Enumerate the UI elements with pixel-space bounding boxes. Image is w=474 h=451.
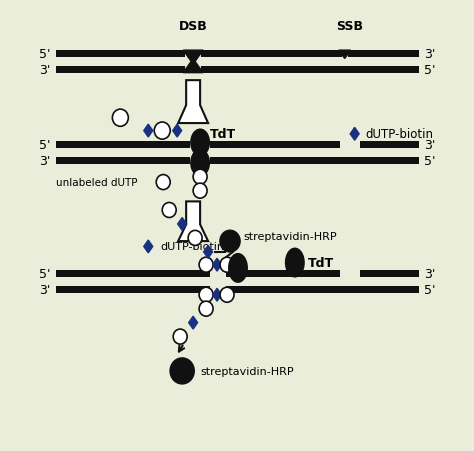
Bar: [55, 67, 185, 74]
Text: TdT: TdT: [308, 257, 334, 269]
Circle shape: [154, 123, 170, 140]
Circle shape: [199, 288, 213, 303]
Ellipse shape: [190, 149, 210, 177]
Text: DSB: DSB: [179, 20, 208, 33]
Circle shape: [170, 358, 194, 384]
Polygon shape: [178, 218, 187, 231]
Bar: [201, 67, 419, 74]
Circle shape: [173, 329, 187, 344]
Polygon shape: [183, 60, 203, 74]
Circle shape: [220, 288, 234, 303]
Bar: [210, 142, 340, 149]
Text: 5': 5': [424, 283, 436, 296]
Text: 3': 3': [424, 267, 436, 280]
Text: 3': 3': [424, 48, 436, 61]
Text: 3': 3': [39, 64, 51, 77]
Circle shape: [220, 258, 234, 272]
Polygon shape: [339, 51, 351, 60]
Text: 5': 5': [39, 139, 51, 152]
Polygon shape: [350, 128, 359, 141]
Polygon shape: [173, 125, 182, 138]
Polygon shape: [212, 289, 221, 302]
Circle shape: [188, 231, 202, 246]
Text: 5': 5': [424, 64, 436, 77]
Circle shape: [193, 170, 207, 185]
Text: 5': 5': [39, 267, 51, 280]
Circle shape: [112, 110, 128, 127]
Ellipse shape: [190, 129, 210, 157]
Bar: [55, 51, 185, 58]
Circle shape: [199, 258, 213, 272]
Circle shape: [156, 175, 170, 190]
Polygon shape: [183, 51, 203, 65]
Bar: [55, 157, 190, 165]
Ellipse shape: [285, 248, 305, 278]
Bar: [360, 270, 419, 277]
Text: 3': 3': [39, 283, 51, 296]
Text: TdT: TdT: [210, 128, 236, 141]
Text: dUTP-biotin: dUTP-biotin: [365, 128, 434, 141]
Text: streptavidin-HRP: streptavidin-HRP: [243, 231, 337, 241]
Text: 5': 5': [39, 48, 51, 61]
Circle shape: [220, 231, 240, 252]
Circle shape: [193, 184, 207, 199]
Text: 3': 3': [39, 155, 51, 168]
Polygon shape: [204, 246, 212, 259]
Ellipse shape: [228, 253, 248, 283]
Bar: [226, 286, 419, 294]
Text: dUTP-biotin: dUTP-biotin: [160, 242, 224, 252]
Bar: [55, 142, 190, 149]
Bar: [55, 286, 210, 294]
Circle shape: [162, 203, 176, 218]
Polygon shape: [178, 81, 208, 124]
Circle shape: [199, 302, 213, 317]
Text: 3': 3': [424, 139, 436, 152]
Polygon shape: [212, 259, 221, 272]
Polygon shape: [178, 202, 208, 242]
Bar: [210, 157, 419, 165]
Bar: [360, 142, 419, 149]
Bar: [55, 270, 210, 277]
Bar: [226, 270, 340, 277]
Polygon shape: [144, 240, 153, 253]
Bar: [201, 51, 342, 58]
Text: unlabeled dUTP: unlabeled dUTP: [55, 178, 137, 188]
Polygon shape: [189, 317, 198, 329]
Text: SSB: SSB: [336, 20, 363, 33]
Text: 5': 5': [424, 155, 436, 168]
Bar: [347, 51, 419, 58]
Polygon shape: [144, 125, 153, 138]
Text: streptavidin-HRP: streptavidin-HRP: [200, 366, 294, 376]
